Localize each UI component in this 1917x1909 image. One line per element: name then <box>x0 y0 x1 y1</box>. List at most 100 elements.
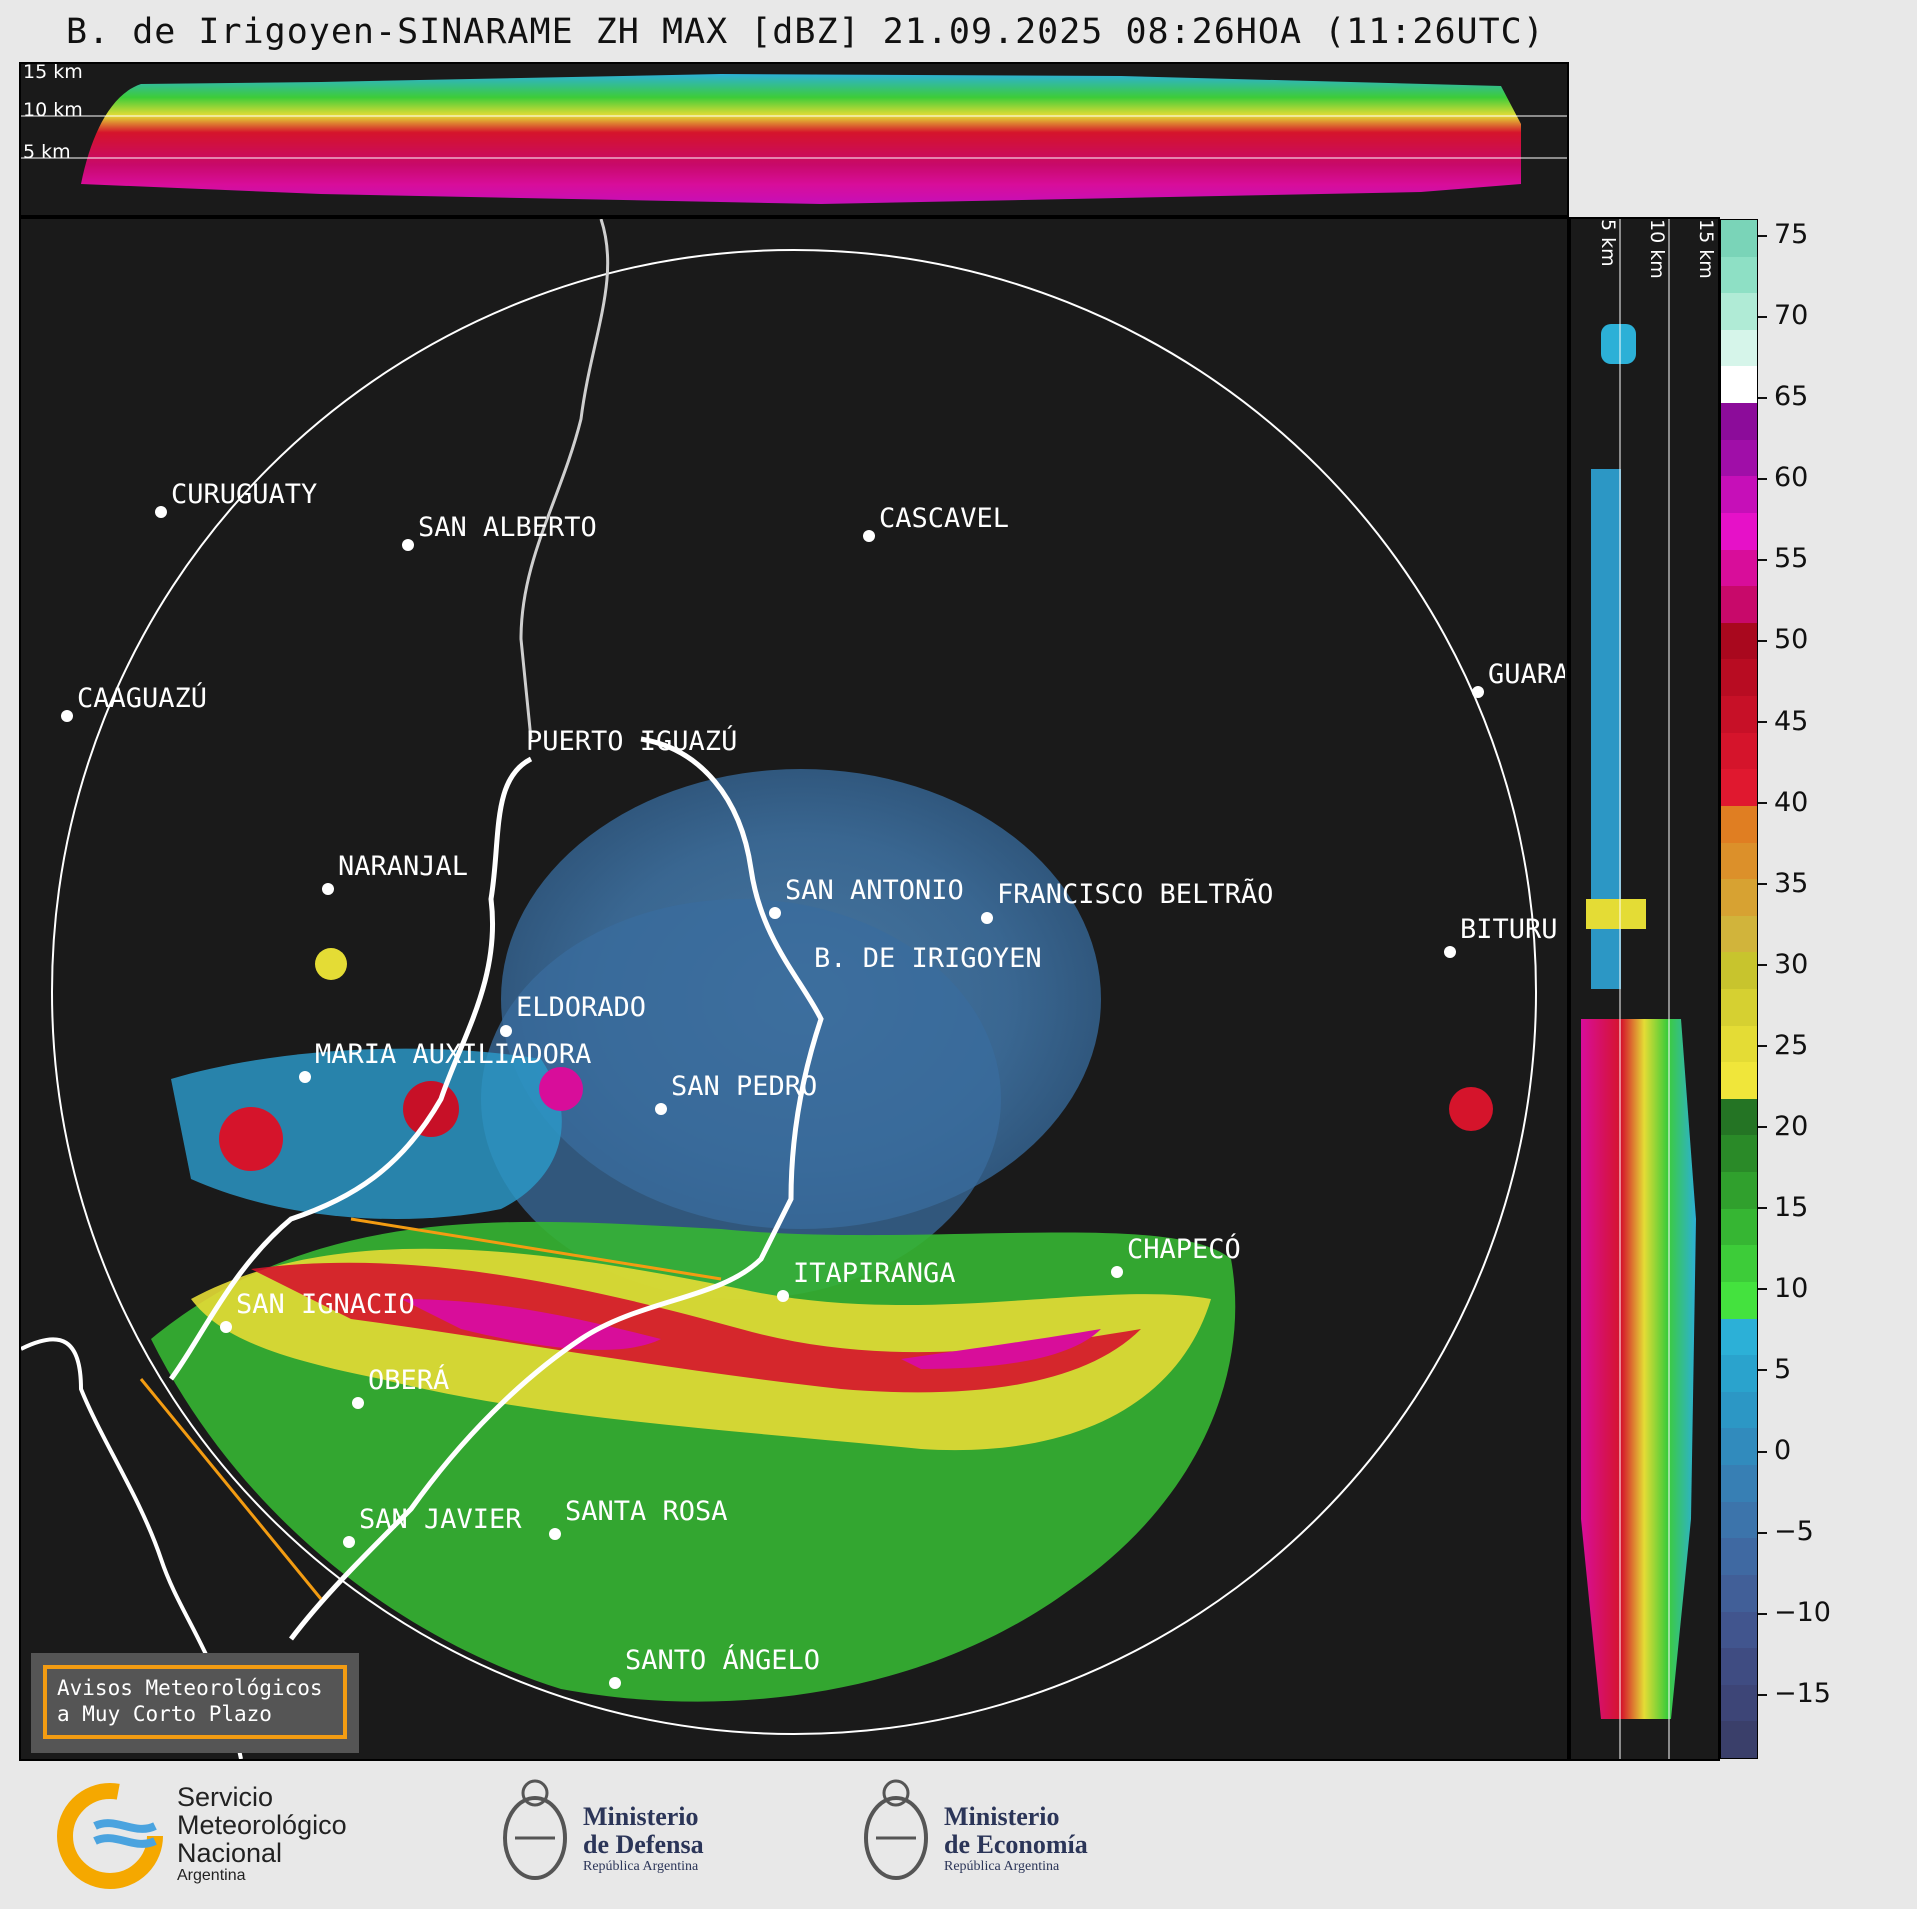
city-label-san-antonio: SAN ANTONIO <box>785 875 964 906</box>
city-marker <box>1111 1266 1123 1278</box>
colorbar-segment <box>1721 1428 1757 1467</box>
colorbar-segment <box>1721 1721 1757 1758</box>
defensa-line3: República Argentina <box>583 1859 699 1874</box>
side-height-label-15km: 15 km <box>1695 219 1717 279</box>
side-cross-section-panel: 5 km 10 km 15 km <box>1569 217 1720 1761</box>
city-marker <box>343 1536 355 1548</box>
city-marker <box>220 1321 232 1333</box>
colorbar-segment <box>1721 1172 1757 1210</box>
colorbar-segment <box>1721 439 1757 478</box>
economia-text: Ministerio de Economía República Argenti… <box>944 1803 1088 1875</box>
border-argentina-brazil <box>289 736 824 1641</box>
dbz-colorbar <box>1720 219 1758 1759</box>
colorbar-segment <box>1721 732 1757 771</box>
city-label-san-javier: SAN JAVIER <box>359 1504 522 1535</box>
city-marker <box>1472 686 1484 698</box>
city-label-guara: GUARA <box>1488 659 1565 690</box>
colorbar-tick-label: 25 <box>1758 1030 1808 1061</box>
city-label-naranjal: NARANJAL <box>338 851 469 882</box>
city-label-san-ignacio: SAN IGNACIO <box>236 1289 415 1320</box>
smn-line3: Nacional <box>177 1838 283 1868</box>
avisos-line2: a Muy Corto Plazo <box>57 1702 272 1726</box>
colorbar-tick-label: −15 <box>1758 1678 1831 1709</box>
colorbar-segment <box>1721 1465 1757 1503</box>
smn-line4: Argentina <box>177 1867 246 1884</box>
colorbar-segment <box>1721 366 1757 405</box>
colorbar-tick-label: 60 <box>1758 462 1808 493</box>
side-height-label-10km: 10 km <box>1646 219 1668 279</box>
border-river-parana <box>168 756 533 1381</box>
colorbar-segment <box>1721 1098 1757 1137</box>
city-marker <box>402 539 414 551</box>
border-paraguay-brazil <box>519 219 610 740</box>
colorbar-segment <box>1721 952 1757 990</box>
colorbar-tick-label: 0 <box>1758 1435 1791 1466</box>
colorbar-tick-label: 20 <box>1758 1111 1808 1142</box>
range-ring <box>51 249 1537 1735</box>
city-marker <box>322 883 334 895</box>
city-label-santo-angelo: SANTO ÁNGELO <box>625 1645 821 1676</box>
colorbar-segment <box>1721 842 1757 881</box>
city-label-obera: OBERÁ <box>368 1365 450 1396</box>
smn-line1: Servicio <box>177 1782 274 1812</box>
colorbar-tick-label: 50 <box>1758 624 1808 655</box>
city-marker <box>549 1528 561 1540</box>
avisos-frame: Avisos Meteorológicos a Muy Corto Plazo <box>43 1665 347 1739</box>
colorbar-segment <box>1721 476 1757 514</box>
top-echo-band <box>21 74 1567 204</box>
colorbar-segment <box>1721 1684 1757 1723</box>
smn-logo-icon <box>57 1783 163 1889</box>
height-label-10km: 10 km <box>23 99 83 121</box>
city-label-san-alberto: SAN ALBERTO <box>418 512 597 543</box>
avisos-line1: Avisos Meteorológicos <box>57 1676 323 1700</box>
colorbar-segment <box>1721 696 1757 734</box>
colorbar-segment <box>1721 989 1757 1027</box>
top-cross-section-panel: 15 km 10 km 5 km <box>19 62 1569 217</box>
defensa-line2: de Defensa <box>583 1830 704 1859</box>
city-marker <box>61 710 73 722</box>
smn-line2: Meteorológico <box>177 1810 347 1840</box>
colorbar-segment <box>1721 1318 1757 1357</box>
city-label-puerto-iguazu: PUERTO IGUAZÚ <box>526 726 738 757</box>
colorbar-segment <box>1721 1062 1757 1100</box>
colorbar-segment <box>1721 403 1757 441</box>
colorbar-segment <box>1721 915 1757 954</box>
side-echo-band <box>1581 219 1696 1759</box>
colorbar-segment <box>1721 293 1757 331</box>
colorbar-segment <box>1721 1135 1757 1174</box>
colorbar-segment <box>1721 659 1757 698</box>
colorbar-segment <box>1721 220 1757 258</box>
city-label-chapeco: CHAPECÓ <box>1127 1234 1241 1265</box>
city-marker <box>1444 946 1456 958</box>
city-marker <box>655 1103 667 1115</box>
colorbar-tick-label: 65 <box>1758 381 1808 412</box>
colorbar-segment <box>1721 622 1757 661</box>
city-marker <box>777 1290 789 1302</box>
colorbar-segment <box>1721 549 1757 588</box>
side-height-label-5km: 5 km <box>1597 219 1619 267</box>
colorbar-tick-label: 55 <box>1758 543 1808 574</box>
colorbar-tick-label: 5 <box>1758 1354 1791 1385</box>
colorbar-segment <box>1721 1245 1757 1283</box>
escudo-icon-economia <box>864 1779 928 1880</box>
colorbar-tick-label: 10 <box>1758 1273 1808 1304</box>
radar-map-panel: CURUGUATY SAN ALBERTO CASCAVEL CAAGUAZÚ … <box>19 217 1569 1761</box>
city-label-cascavel: CASCAVEL <box>879 503 1010 534</box>
colorbar-tick-label: 70 <box>1758 300 1808 331</box>
escudo-icon-defensa <box>503 1779 567 1880</box>
economia-line2: de Economía <box>944 1830 1088 1859</box>
footer: Servicio Meteorológico Nacional Argentin… <box>0 1761 1917 1909</box>
colorbar-tick-label: −10 <box>1758 1597 1831 1628</box>
colorbar-segment <box>1721 769 1757 807</box>
colorbar-tick-label: −5 <box>1758 1516 1814 1547</box>
city-label-b-de-irigoyen: B. DE IRIGOYEN <box>814 943 1042 974</box>
colorbar-tick-label: 15 <box>1758 1192 1808 1223</box>
height-label-5km: 5 km <box>23 141 71 163</box>
city-label-francisco-beltrao: FRANCISCO BELTRÃO <box>997 879 1274 910</box>
city-label-caaguazu: CAAGUAZÚ <box>77 683 208 714</box>
city-label-san-pedro: SAN PEDRO <box>671 1071 818 1102</box>
city-marker <box>299 1071 311 1083</box>
colorbar-tick-label: 35 <box>1758 868 1808 899</box>
colorbar-segment <box>1721 1208 1757 1247</box>
colorbar-segment <box>1721 1574 1757 1613</box>
